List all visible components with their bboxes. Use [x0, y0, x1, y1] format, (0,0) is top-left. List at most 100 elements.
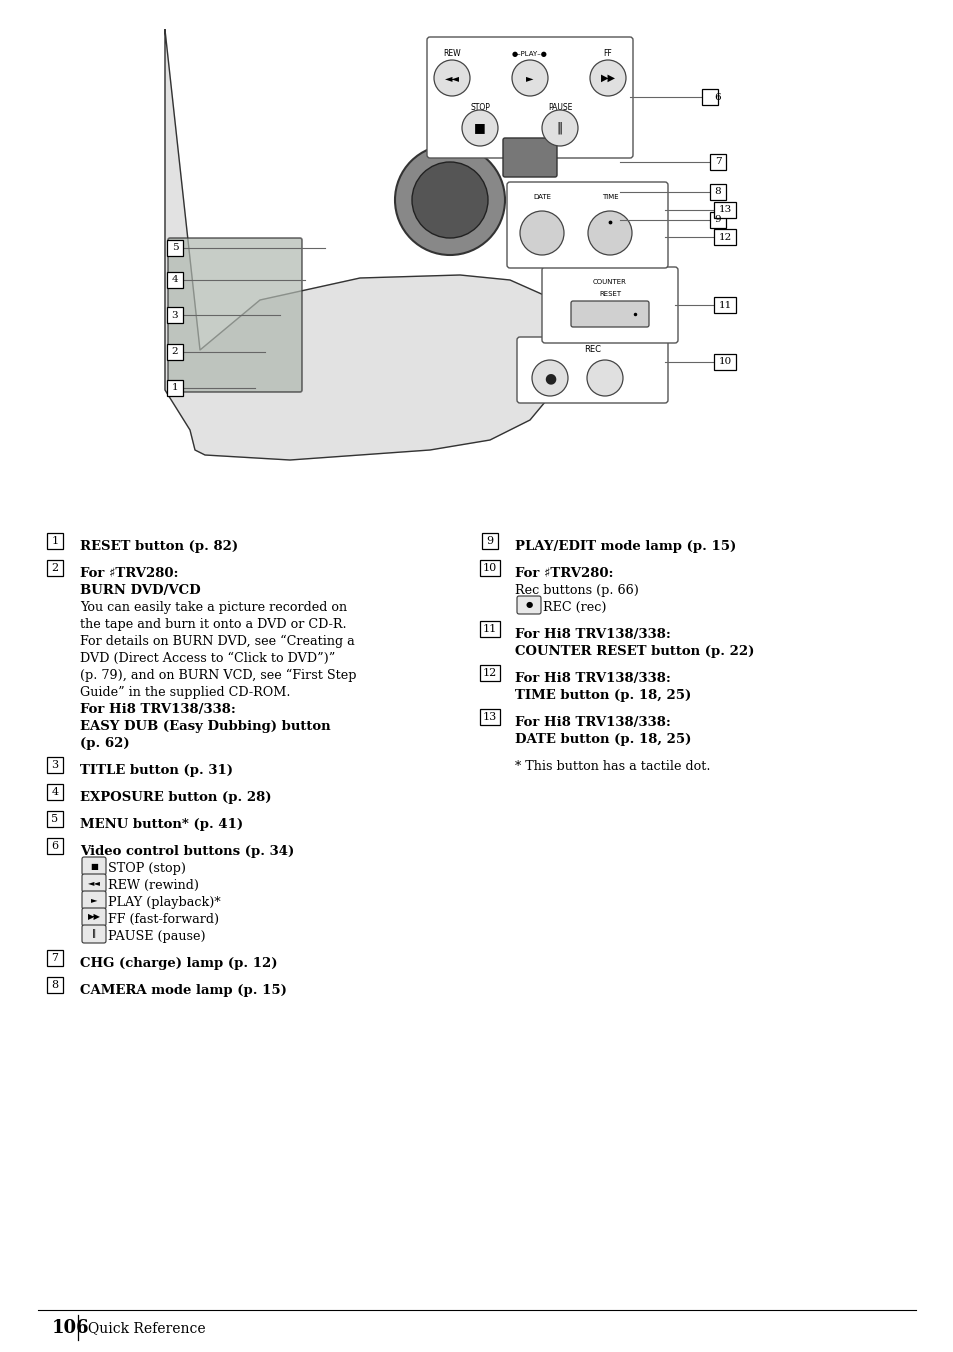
- FancyBboxPatch shape: [709, 154, 725, 170]
- FancyBboxPatch shape: [167, 380, 183, 396]
- FancyBboxPatch shape: [713, 228, 735, 245]
- Circle shape: [532, 360, 567, 396]
- Text: 13: 13: [718, 206, 731, 215]
- FancyBboxPatch shape: [47, 784, 63, 800]
- Circle shape: [512, 59, 547, 96]
- FancyBboxPatch shape: [82, 873, 106, 892]
- Text: REW: REW: [443, 50, 460, 58]
- FancyBboxPatch shape: [713, 354, 735, 370]
- Text: For Hi8 TRV138/338:: For Hi8 TRV138/338:: [80, 703, 235, 717]
- Text: 106: 106: [52, 1320, 90, 1337]
- Text: COUNTER: COUNTER: [593, 279, 626, 285]
- Circle shape: [434, 59, 470, 96]
- Text: Rec buttons (p. 66): Rec buttons (p. 66): [515, 584, 639, 598]
- FancyBboxPatch shape: [517, 596, 540, 614]
- Text: FF (fast-forward): FF (fast-forward): [108, 913, 219, 926]
- Text: 7: 7: [714, 157, 720, 166]
- FancyBboxPatch shape: [541, 266, 678, 343]
- Circle shape: [519, 211, 563, 256]
- Text: 4: 4: [51, 787, 58, 796]
- Text: ■: ■: [90, 861, 98, 871]
- Text: 12: 12: [718, 233, 731, 242]
- Text: (p. 62): (p. 62): [80, 737, 130, 750]
- Text: Quick Reference: Quick Reference: [88, 1321, 206, 1334]
- Text: 10: 10: [718, 357, 731, 366]
- Text: * This button has a tactile dot.: * This button has a tactile dot.: [515, 760, 710, 773]
- Text: 5: 5: [172, 243, 178, 253]
- FancyBboxPatch shape: [479, 621, 499, 637]
- Text: PLAY/EDIT mode lamp (p. 15): PLAY/EDIT mode lamp (p. 15): [515, 539, 736, 553]
- FancyBboxPatch shape: [47, 977, 63, 992]
- Text: 1: 1: [51, 535, 58, 546]
- FancyBboxPatch shape: [167, 241, 183, 256]
- Text: 3: 3: [172, 311, 178, 319]
- Text: 8: 8: [51, 980, 58, 990]
- Text: MENU button* (p. 41): MENU button* (p. 41): [80, 818, 243, 831]
- Text: STOP (stop): STOP (stop): [108, 863, 186, 875]
- Text: You can easily take a picture recorded on: You can easily take a picture recorded o…: [80, 602, 347, 614]
- Text: 11: 11: [718, 300, 731, 310]
- FancyBboxPatch shape: [709, 212, 725, 228]
- Text: 2: 2: [172, 347, 178, 357]
- Text: COUNTER RESET button (p. 22): COUNTER RESET button (p. 22): [515, 645, 754, 658]
- Text: ‖: ‖: [557, 122, 562, 134]
- Text: 11: 11: [482, 625, 497, 634]
- FancyBboxPatch shape: [82, 925, 106, 942]
- Text: the tape and burn it onto a DVD or CD-R.: the tape and burn it onto a DVD or CD-R.: [80, 618, 346, 631]
- FancyBboxPatch shape: [47, 838, 63, 854]
- Text: CHG (charge) lamp (p. 12): CHG (charge) lamp (p. 12): [80, 957, 277, 969]
- Text: ■: ■: [474, 122, 485, 134]
- Text: PLAY (playback)*: PLAY (playback)*: [108, 896, 220, 909]
- FancyBboxPatch shape: [168, 238, 302, 392]
- Text: ●: ●: [543, 370, 556, 385]
- FancyBboxPatch shape: [47, 533, 63, 549]
- Text: Guide” in the supplied CD-ROM.: Guide” in the supplied CD-ROM.: [80, 685, 291, 699]
- FancyBboxPatch shape: [713, 201, 735, 218]
- Text: TIME button (p. 18, 25): TIME button (p. 18, 25): [515, 690, 691, 702]
- Text: CAMERA mode lamp (p. 15): CAMERA mode lamp (p. 15): [80, 984, 287, 996]
- Circle shape: [412, 162, 488, 238]
- FancyBboxPatch shape: [517, 337, 667, 403]
- Text: 12: 12: [482, 668, 497, 677]
- Text: For ♯TRV280:: For ♯TRV280:: [80, 566, 178, 580]
- FancyBboxPatch shape: [479, 708, 499, 725]
- Text: 4: 4: [172, 276, 178, 284]
- Circle shape: [586, 360, 622, 396]
- Text: ●: ●: [525, 600, 532, 610]
- Text: For details on BURN DVD, see “Creating a: For details on BURN DVD, see “Creating a: [80, 635, 355, 648]
- Text: TIME: TIME: [601, 193, 618, 200]
- Text: TITLE button (p. 31): TITLE button (p. 31): [80, 764, 233, 777]
- Text: REC (rec): REC (rec): [542, 602, 606, 614]
- FancyBboxPatch shape: [709, 184, 725, 200]
- FancyBboxPatch shape: [47, 950, 63, 965]
- Text: For Hi8 TRV138/338:: For Hi8 TRV138/338:: [515, 717, 670, 729]
- Text: ◄◄: ◄◄: [444, 73, 459, 82]
- FancyBboxPatch shape: [481, 533, 497, 549]
- Text: 1: 1: [172, 384, 178, 392]
- FancyBboxPatch shape: [713, 297, 735, 314]
- Text: DATE button (p. 18, 25): DATE button (p. 18, 25): [515, 733, 691, 746]
- Text: ►: ►: [91, 895, 97, 904]
- Text: ▶▶: ▶▶: [599, 73, 615, 82]
- FancyBboxPatch shape: [47, 811, 63, 827]
- Text: ●–PLAY–●: ●–PLAY–●: [512, 51, 547, 57]
- Circle shape: [589, 59, 625, 96]
- Text: (p. 79), and on BURN VCD, see “First Step: (p. 79), and on BURN VCD, see “First Ste…: [80, 669, 356, 683]
- Text: STOP: STOP: [470, 104, 490, 112]
- Text: Video control buttons (p. 34): Video control buttons (p. 34): [80, 845, 294, 859]
- FancyBboxPatch shape: [167, 272, 183, 288]
- Text: EASY DUB (Easy Dubbing) button: EASY DUB (Easy Dubbing) button: [80, 721, 331, 733]
- FancyBboxPatch shape: [427, 37, 633, 158]
- Circle shape: [587, 211, 631, 256]
- Text: ‖: ‖: [91, 930, 96, 938]
- Text: 5: 5: [51, 814, 58, 823]
- Text: 9: 9: [714, 215, 720, 224]
- Circle shape: [395, 145, 504, 256]
- FancyBboxPatch shape: [82, 857, 106, 875]
- Text: DVD (Direct Access to “Click to DVD”)”: DVD (Direct Access to “Click to DVD”)”: [80, 652, 335, 665]
- FancyBboxPatch shape: [502, 138, 557, 177]
- FancyBboxPatch shape: [479, 560, 499, 576]
- FancyBboxPatch shape: [47, 560, 63, 576]
- FancyBboxPatch shape: [506, 183, 667, 268]
- Text: RESET button (p. 82): RESET button (p. 82): [80, 539, 238, 553]
